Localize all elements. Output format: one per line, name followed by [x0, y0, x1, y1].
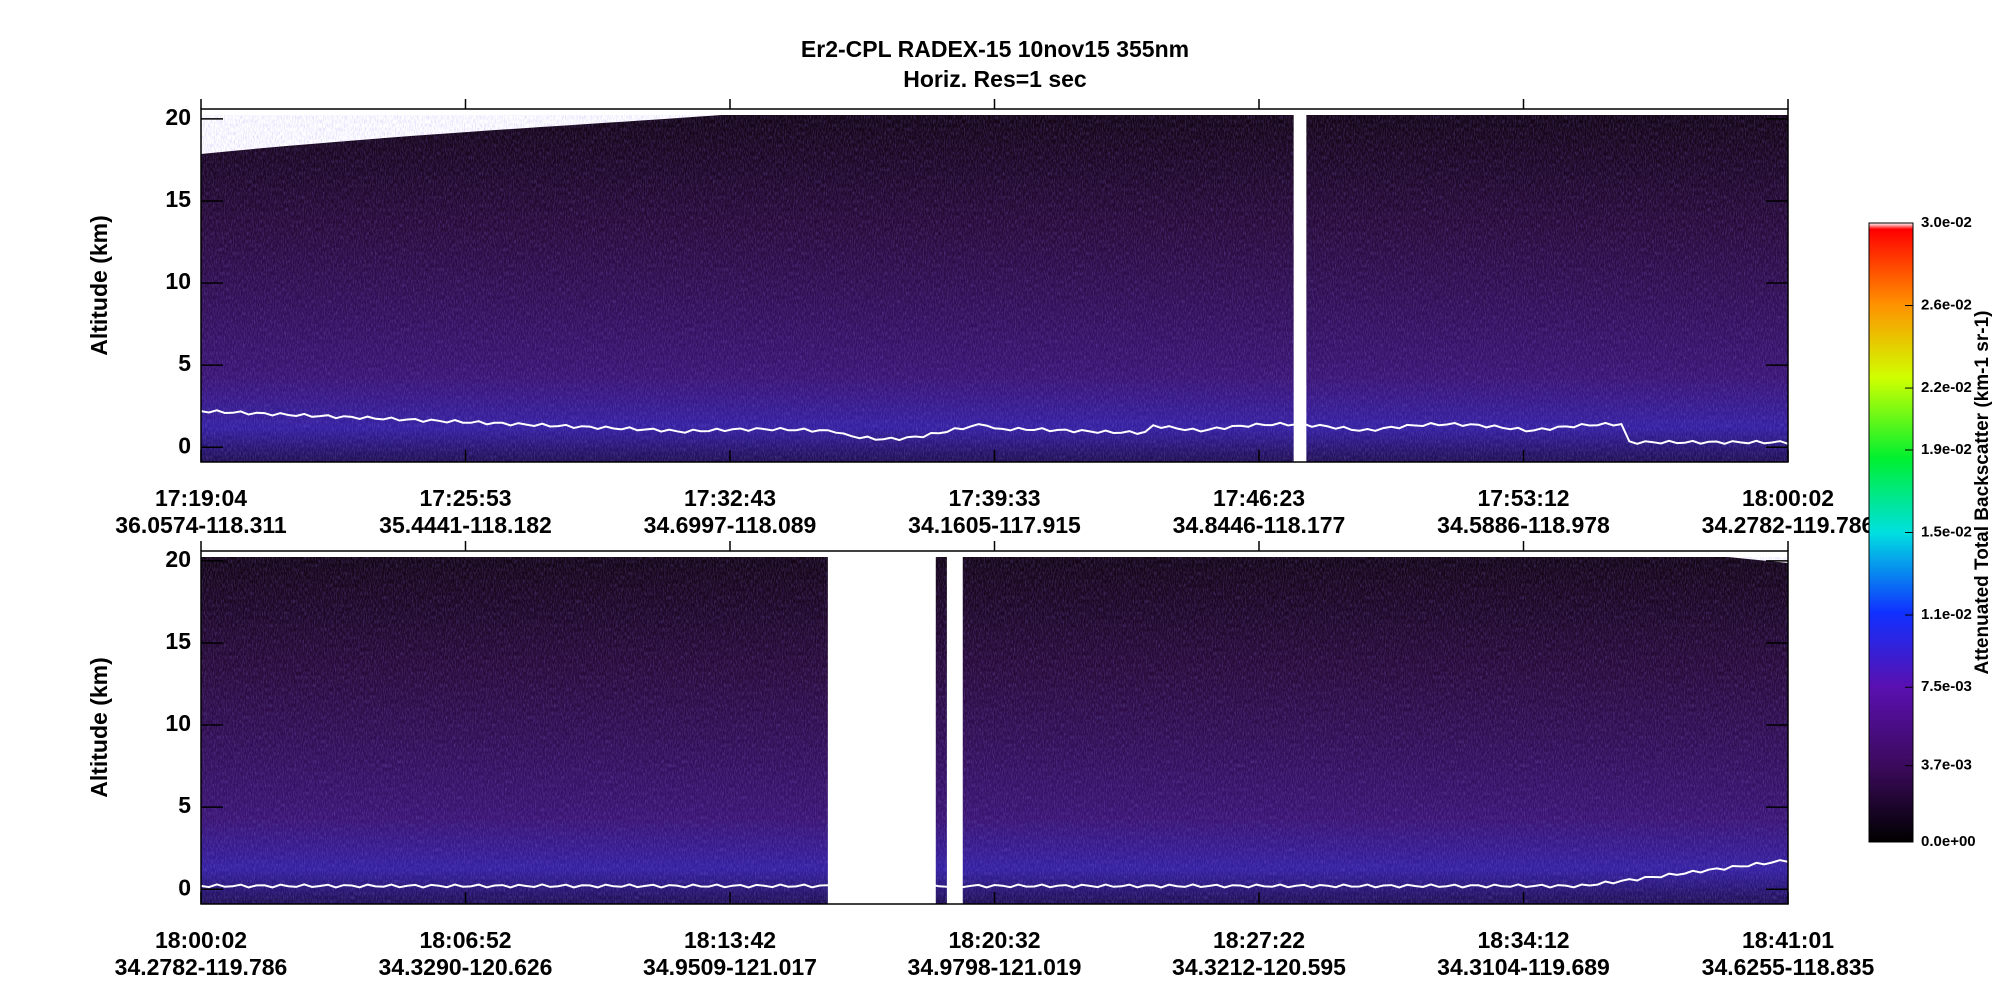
y-tick-label: 20 [165, 546, 191, 572]
colorbar-tick-label: 3.0e-02 [1921, 214, 1972, 231]
backscatter-noise [201, 557, 1788, 904]
data-gap [1293, 109, 1307, 462]
x-tick-label: 18:06:52 [419, 927, 511, 953]
y-tick-label: 5 [178, 792, 191, 818]
colorbar-tick-label: 2.2e-02 [1921, 379, 1972, 396]
x-location-label: 34.2782-119.786 [115, 954, 288, 980]
y-tick-label: 15 [165, 186, 191, 212]
colorbar-tick-label: 1.5e-02 [1921, 523, 1972, 540]
x-location-label: 36.0574-118.311 [115, 512, 287, 538]
x-location-label: 34.9509-121.017 [643, 954, 817, 980]
colorbar-label: Attenuated Total Backscatter (km-1 sr-1) [1972, 311, 1993, 675]
x-location-label: 34.2782-119.786 [1702, 512, 1875, 538]
colorbar-tick-label: 7.5e-03 [1921, 678, 1972, 695]
x-location-label: 34.3104-119.689 [1437, 954, 1610, 980]
y-tick-label: 20 [165, 104, 191, 130]
x-location-label: 34.6255-118.835 [1702, 954, 1875, 980]
x-tick-label: 17:53:12 [1477, 485, 1569, 511]
x-tick-label: 18:41:01 [1742, 927, 1834, 953]
x-tick-label: 18:13:42 [684, 927, 776, 953]
x-tick-label: 17:46:23 [1213, 485, 1305, 511]
y-axis-label: Altitude (km) [86, 215, 112, 356]
chart-subtitle: Horiz. Res=1 sec [903, 66, 1087, 92]
x-tick-label: 18:20:32 [948, 927, 1040, 953]
y-tick-label: 5 [178, 350, 191, 376]
x-location-label: 34.6997-118.089 [644, 512, 817, 538]
y-tick-label: 15 [165, 628, 191, 654]
chart-title: Er2-CPL RADEX-15 10nov15 355nm [801, 36, 1189, 62]
x-tick-label: 18:00:02 [155, 927, 247, 953]
x-tick-label: 18:34:12 [1477, 927, 1569, 953]
data-gap [946, 551, 963, 904]
y-tick-label: 10 [165, 268, 191, 294]
backscatter-noise [201, 115, 1788, 462]
colorbar-tick-label: 2.6e-02 [1921, 297, 1972, 314]
x-location-label: 34.5886-118.978 [1437, 512, 1610, 538]
data-gap [827, 551, 936, 904]
y-tick-label: 10 [165, 710, 191, 736]
y-axis-label: Altitude (km) [86, 657, 112, 798]
y-tick-label: 0 [178, 874, 191, 900]
x-location-label: 34.8446-118.177 [1173, 512, 1346, 538]
colorbar-tick-label: 0.0e+00 [1921, 833, 1976, 850]
x-location-label: 34.3290-120.626 [379, 954, 553, 980]
surface-line [200, 859, 1789, 889]
curtain-image [200, 551, 1789, 904]
surface-line [200, 409, 1789, 445]
colorbar-tick-label: 1.9e-02 [1921, 441, 1972, 458]
x-location-label: 34.9798-121.019 [908, 954, 1082, 980]
curtain-image [200, 109, 1789, 462]
x-location-label: 34.3212-120.595 [1172, 954, 1346, 980]
x-location-label: 35.4441-118.182 [379, 512, 552, 538]
x-location-label: 34.1605-117.915 [908, 512, 1081, 538]
x-tick-label: 17:25:53 [419, 485, 511, 511]
x-tick-label: 17:19:04 [155, 485, 247, 511]
y-tick-label: 0 [178, 432, 191, 458]
colorbar-tick-label: 3.7e-03 [1921, 757, 1972, 774]
x-tick-label: 18:27:22 [1213, 927, 1305, 953]
x-tick-label: 17:32:43 [684, 485, 776, 511]
colorbar-tick-label: 1.1e-02 [1921, 606, 1972, 623]
x-tick-label: 17:39:33 [948, 485, 1040, 511]
x-tick-label: 18:00:02 [1742, 485, 1834, 511]
